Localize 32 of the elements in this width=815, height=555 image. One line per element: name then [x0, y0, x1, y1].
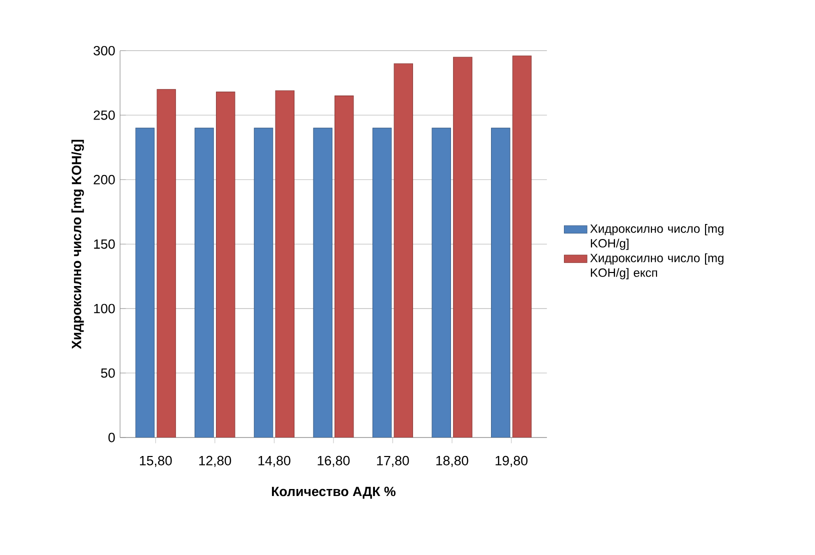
- x-tick-label: 12,80: [199, 456, 232, 467]
- y-tick-label: 300: [94, 46, 115, 56]
- bar: [313, 128, 332, 438]
- x-tick-label: 15,80: [140, 456, 172, 467]
- y-tick-label: 200: [94, 174, 115, 184]
- y-tick-label: 150: [94, 239, 115, 249]
- y-tick-label: 100: [94, 304, 115, 314]
- y-tick-label: 250: [94, 110, 115, 120]
- bar: [453, 56, 472, 438]
- x-axis-title: Количество АДК %: [272, 486, 396, 499]
- y-tick-label: 50: [101, 368, 115, 378]
- bar: [432, 128, 451, 438]
- bar: [156, 89, 176, 438]
- x-tick-label: 16,80: [318, 456, 350, 467]
- bar: [135, 128, 155, 438]
- bar: [194, 128, 214, 438]
- bar: [254, 128, 274, 438]
- x-tick-label: 19,80: [496, 456, 528, 467]
- bar: [216, 92, 236, 438]
- x-tick-label: 18,80: [436, 456, 468, 467]
- bar: [491, 128, 510, 438]
- legend-label: Хидроксилно число [mg KOH/g] експ: [590, 253, 724, 280]
- bar: [512, 56, 532, 438]
- x-tick-label: 17,80: [377, 456, 409, 467]
- legend-label: Хидроксилно число [mg KOH/g]: [590, 224, 724, 250]
- bar: [372, 128, 392, 438]
- bar: [334, 96, 354, 438]
- bar: [275, 90, 294, 438]
- y-tick-label: 0: [108, 432, 115, 442]
- x-tick-label: 14,80: [258, 456, 290, 467]
- y-axis-title: Хидроксилно число [mg KOH/g]: [71, 140, 84, 350]
- bar: [394, 63, 414, 438]
